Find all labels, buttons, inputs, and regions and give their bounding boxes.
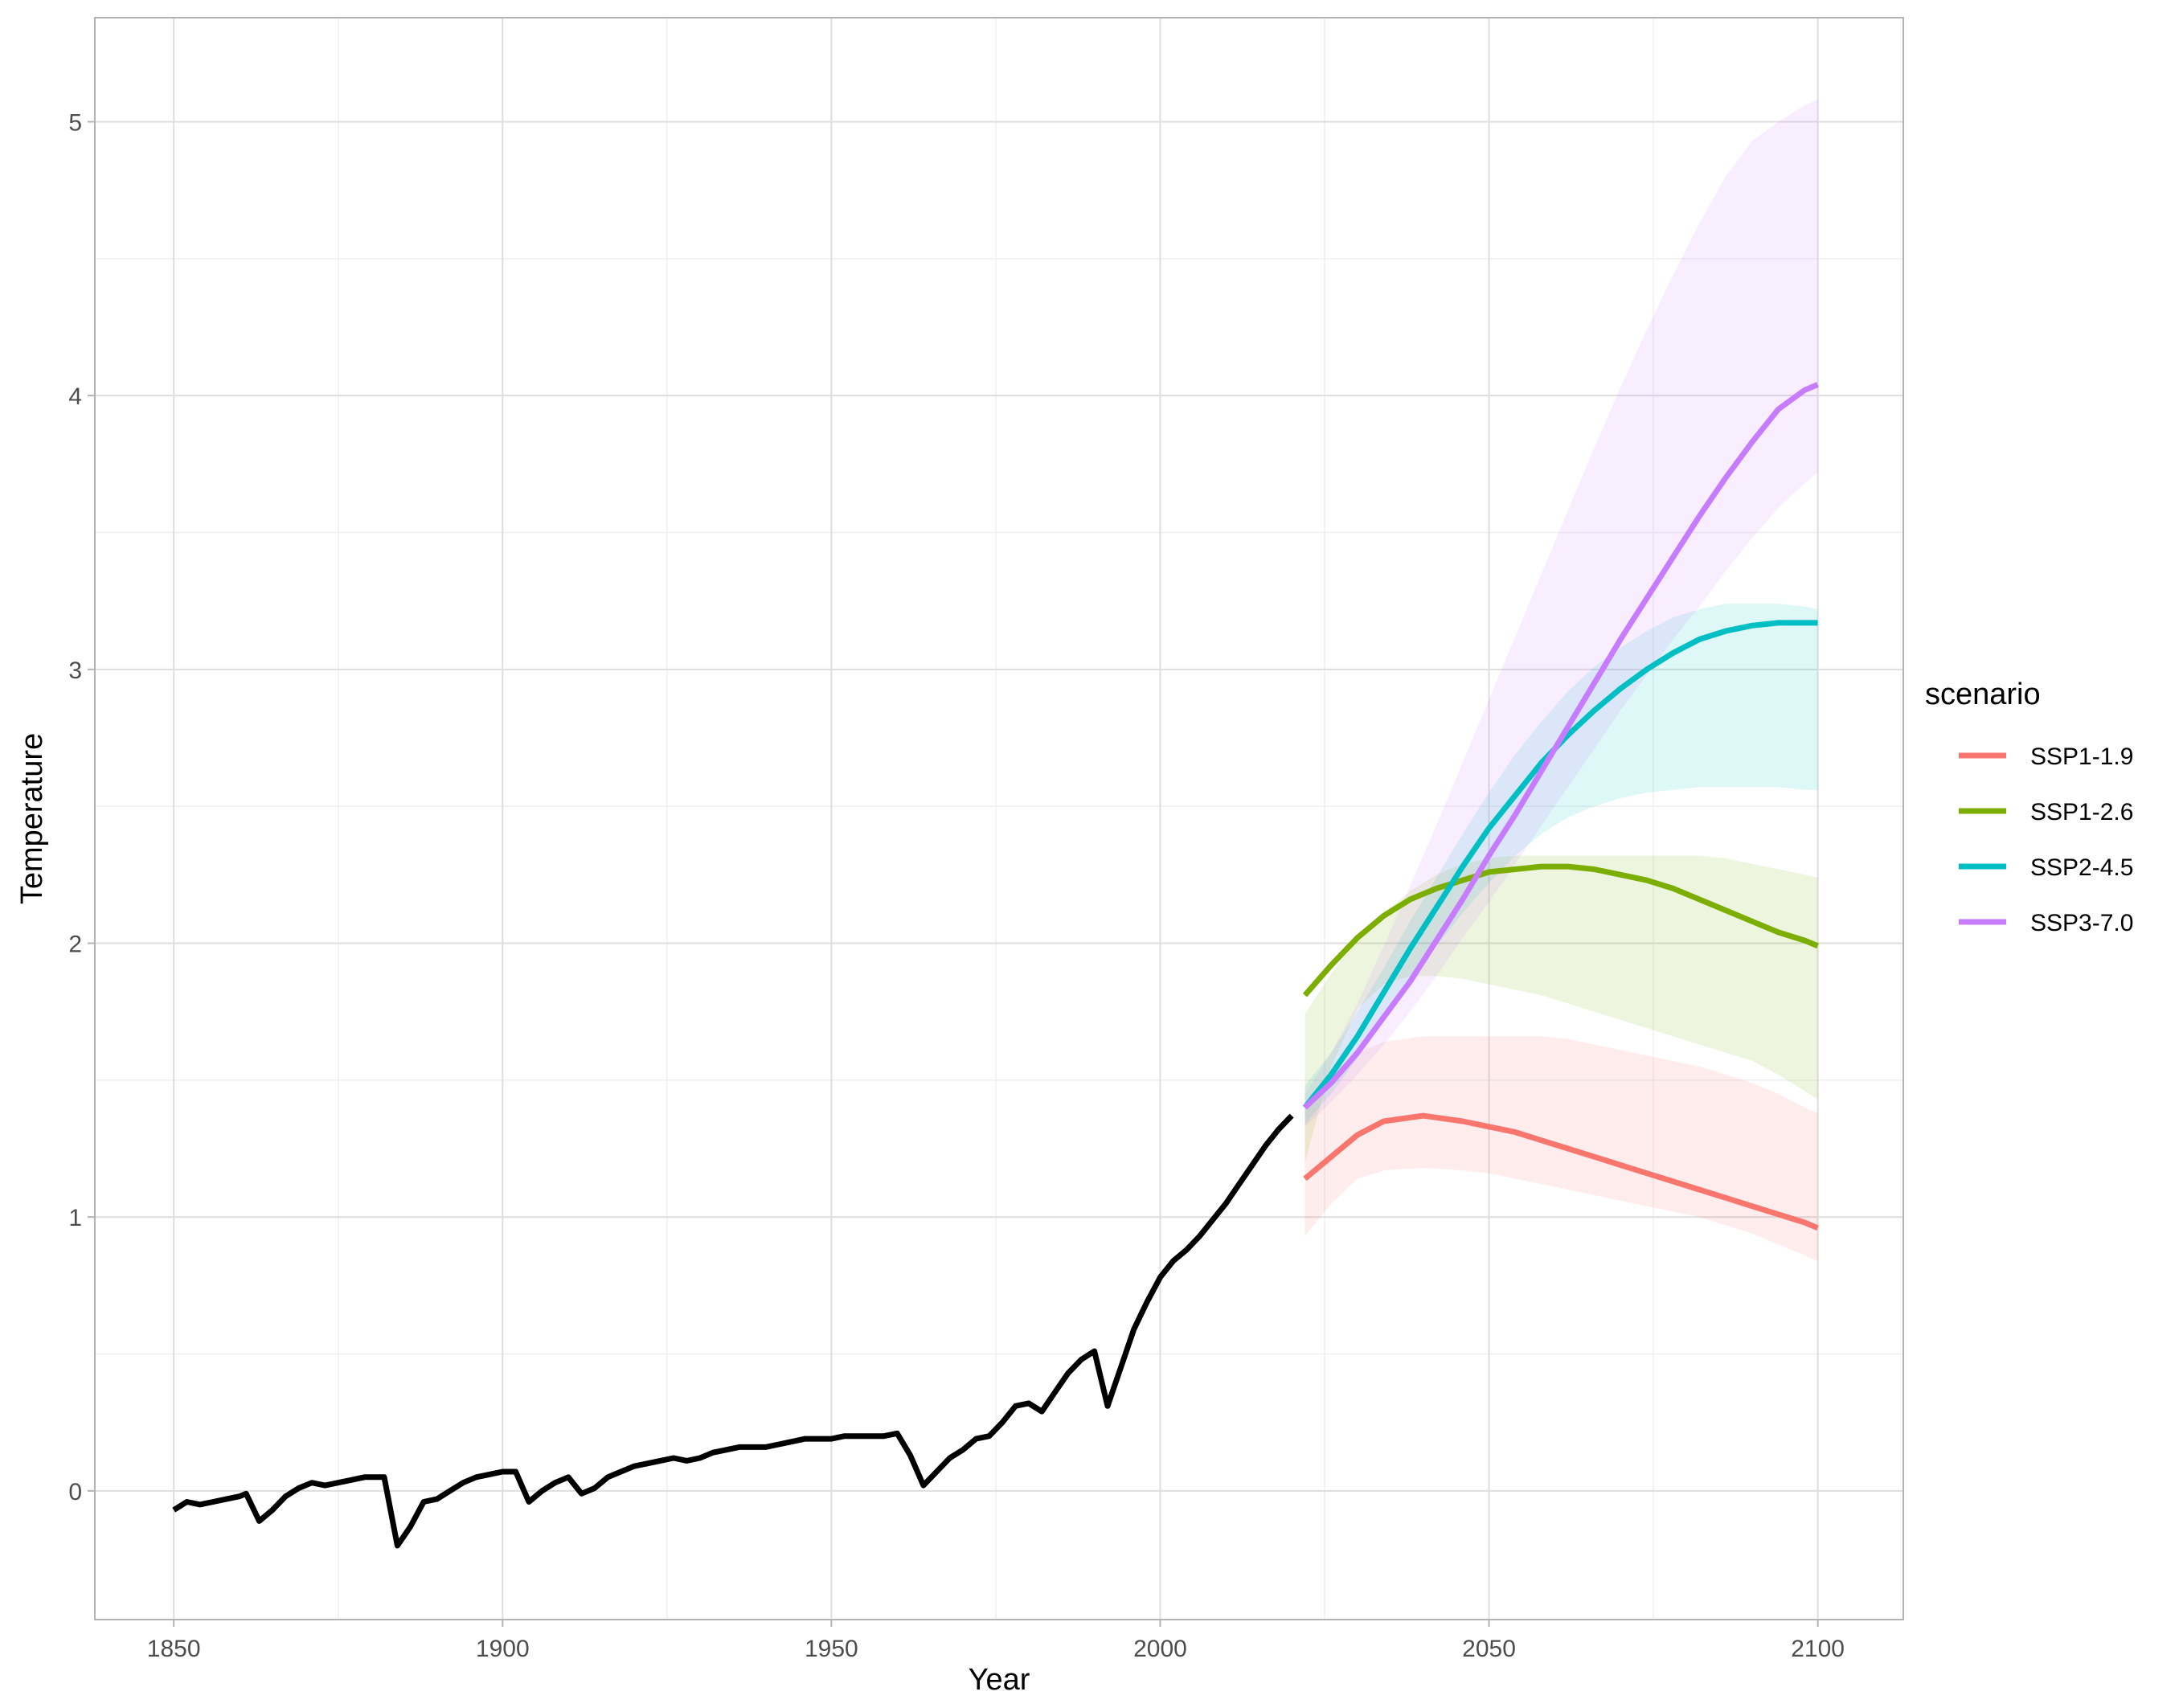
axes: 1850 1900 1950 2000 2050 2100 0 1 2 3 4 5 <box>68 109 1845 1662</box>
y-tick-label: 1 <box>68 1205 82 1231</box>
legend: scenario SSP1-1.9 SSP1-2.6 SSP2-4.5 SSP3-7.… <box>1925 678 2133 936</box>
x-tick-label: 1850 <box>147 1636 201 1662</box>
x-axis-title: Year <box>969 1663 1030 1697</box>
line-ssp1-2-6 <box>1302 863 1819 997</box>
line-historical <box>172 1113 1294 1549</box>
x-tick-label: 1950 <box>805 1636 858 1662</box>
legend-label-ssp1-1-9: SSP1-1.9 <box>2030 743 2133 770</box>
x-tick-label: 1900 <box>476 1636 530 1662</box>
line-ssp3-7-0 <box>1303 382 1819 1110</box>
x-tick-label: 2100 <box>1791 1636 1845 1662</box>
legend-label-ssp3-7-0: SSP3-7.0 <box>2030 910 2133 936</box>
line-ssp2-4-5 <box>1302 620 1818 1110</box>
y-tick-label: 0 <box>68 1479 82 1505</box>
line-ssp1-1-9 <box>1303 1112 1819 1231</box>
x-tick-label: 2000 <box>1133 1636 1187 1662</box>
panel-border <box>94 17 1904 1620</box>
series-lines <box>172 382 1819 1549</box>
band-ssp2-4-5 <box>1304 604 1818 1124</box>
legend-label-ssp1-2-6: SSP1-2.6 <box>2030 799 2133 825</box>
legend-label-ssp2-4-5: SSP2-4.5 <box>2030 854 2133 881</box>
uncertainty-bands <box>1304 100 1818 1261</box>
grid <box>95 18 1903 1620</box>
y-tick-label: 4 <box>68 383 82 410</box>
legend-items: SSP1-1.9 SSP1-2.6 SSP2-4.5 SSP3-7.0 <box>1959 743 2133 936</box>
band-ssp1-2-6 <box>1304 855 1818 1163</box>
legend-title: scenario <box>1925 678 2041 711</box>
y-tick-label: 5 <box>68 109 82 136</box>
band-ssp3-7-0 <box>1304 100 1818 1127</box>
y-tick-label: 3 <box>68 657 82 684</box>
y-tick-label: 2 <box>68 932 82 958</box>
y-axis-title: Temperature <box>15 733 49 904</box>
x-tick-label: 2050 <box>1462 1636 1516 1662</box>
